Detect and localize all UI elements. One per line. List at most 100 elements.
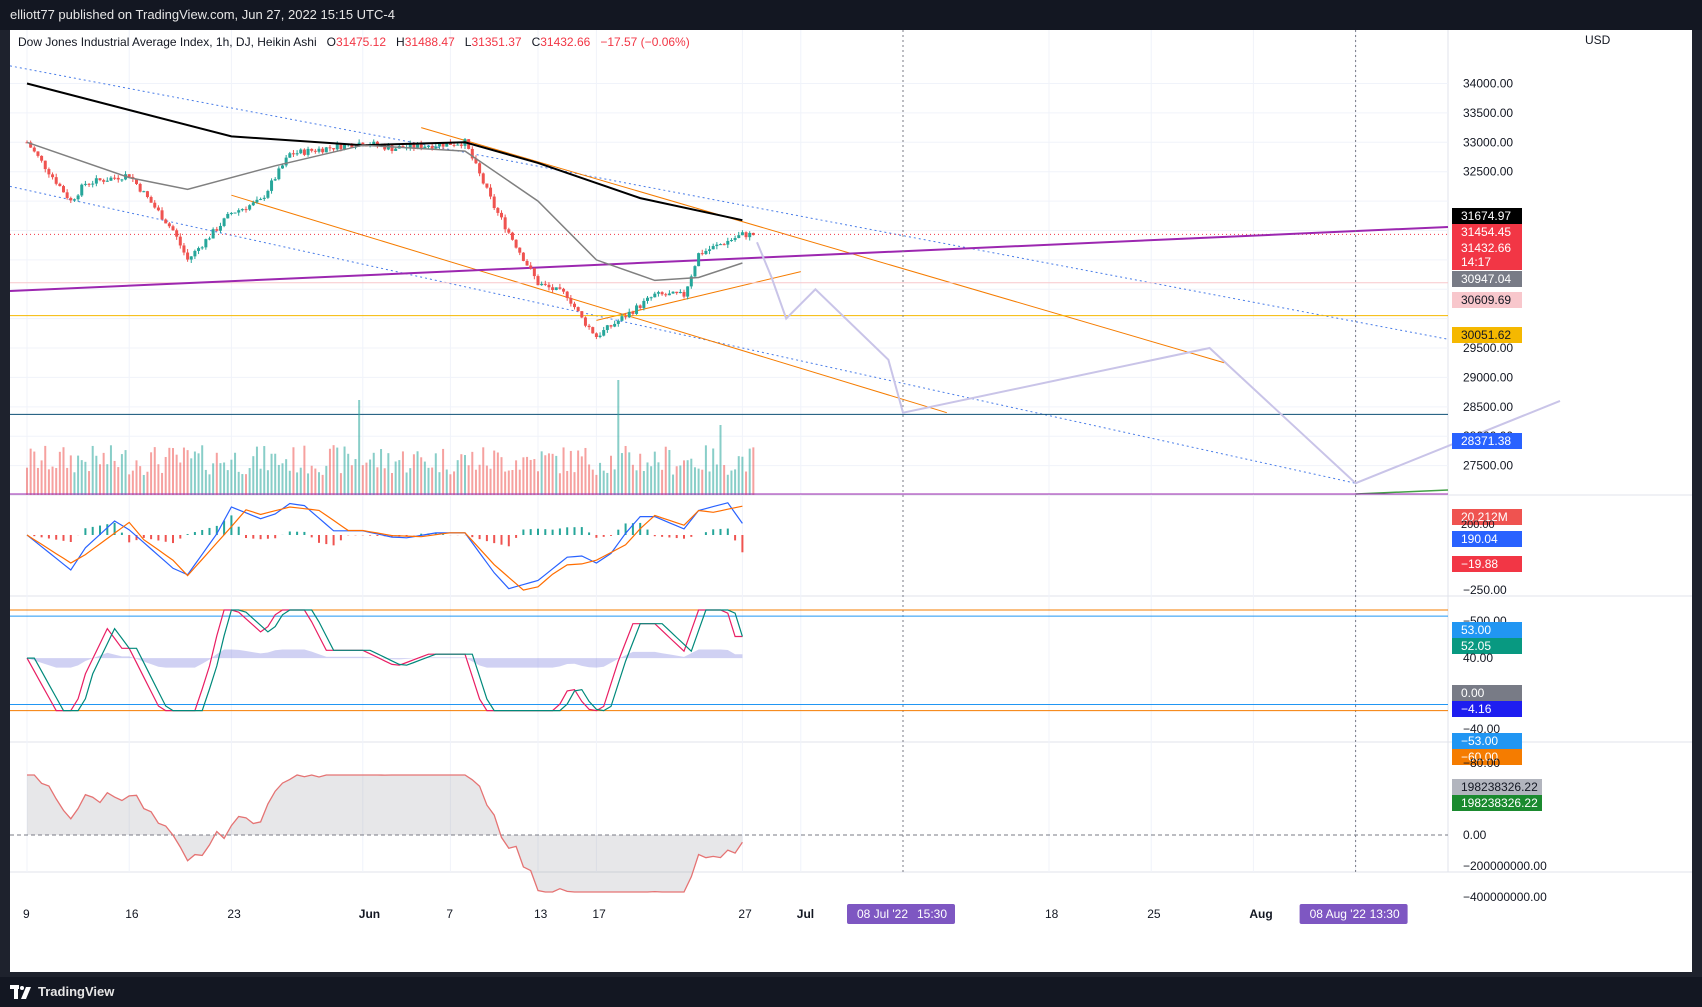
volume-bar	[361, 465, 364, 495]
tradingview-logo-icon	[10, 985, 31, 999]
macd-histogram-bar	[573, 527, 576, 535]
date-marker-label: 08 Jul '22	[857, 907, 908, 921]
time-axis-tick: 7	[446, 907, 453, 921]
price-label-box	[1452, 327, 1522, 343]
stoch-k-line	[26, 609, 743, 712]
macd-histogram-bar	[288, 531, 291, 535]
volume-bar	[661, 469, 664, 495]
volume-bar	[124, 450, 127, 495]
volume-bar	[369, 459, 372, 495]
macd-histogram-bar	[172, 535, 174, 544]
volume-bar	[606, 472, 609, 495]
volume-bar	[679, 465, 682, 495]
volume-bar	[234, 452, 237, 495]
candle-body	[335, 143, 339, 150]
candle-body	[218, 225, 222, 231]
volume-bar	[288, 470, 291, 495]
chart-canvas[interactable]: 34000.00 33500.00 33000.00 32500.00 29500.00…	[10, 30, 1692, 972]
price-axis-tick: 27500.00	[1463, 459, 1513, 473]
volume-bar	[427, 467, 430, 495]
volume-bar	[551, 453, 554, 495]
low-value: 31351.37	[471, 35, 522, 49]
macd-histogram-bar	[631, 523, 634, 535]
volume-bar	[547, 453, 550, 495]
price-axis-tick: 29000.00	[1463, 370, 1513, 384]
candle-body	[580, 311, 584, 318]
candle-body	[664, 294, 668, 296]
candle-body	[94, 178, 98, 184]
macd-histogram-bar	[69, 535, 72, 542]
candle-body	[656, 292, 660, 294]
volume-bar	[365, 462, 368, 495]
volume-bar	[591, 469, 594, 495]
volume-bar	[212, 463, 215, 495]
volume-bar	[190, 458, 193, 495]
volume-bar	[29, 448, 32, 495]
stoch-label-box	[1452, 701, 1522, 717]
macd-histogram-bar	[325, 535, 328, 545]
volume-bar	[566, 470, 569, 495]
volume-bar	[332, 445, 335, 495]
candle-body	[609, 325, 613, 327]
volume-bar	[533, 459, 536, 495]
candle-body	[737, 235, 741, 238]
candle-body	[748, 232, 752, 238]
volume-bar	[489, 468, 492, 495]
volume-bar	[726, 474, 729, 495]
candle-body	[594, 333, 598, 338]
price-axis-tick: 34000.00	[1463, 77, 1513, 91]
tradingview-logo[interactable]: TradingView	[10, 977, 114, 1007]
volume-bar	[664, 446, 667, 495]
candle-body	[91, 183, 95, 185]
candle-body	[587, 325, 591, 328]
volume-bar	[69, 455, 72, 495]
candle-body	[441, 143, 445, 147]
macd-histogram-bar	[661, 535, 664, 537]
candle-body	[689, 276, 693, 287]
candle-body	[273, 179, 277, 181]
macd-histogram-bar	[164, 535, 167, 542]
price-label-text: 31454.45	[1461, 225, 1511, 239]
candle-body	[262, 197, 266, 199]
price-label-text: 31674.97	[1461, 209, 1511, 223]
candle-body	[47, 169, 51, 175]
volume-bar	[613, 469, 616, 495]
volume-extra-label: 200.00	[1461, 519, 1495, 531]
volume-bar	[693, 467, 696, 495]
chart-area[interactable]: 34000.00 33500.00 33000.00 32500.00 29500.00…	[10, 30, 1692, 972]
volume-bar	[80, 460, 83, 495]
volume-bar	[157, 464, 160, 495]
candle-body	[116, 177, 120, 180]
macd-histogram-bar	[62, 535, 65, 541]
volume-bar	[350, 465, 353, 495]
volume-bar	[617, 380, 620, 495]
candle-body	[500, 212, 503, 218]
candle-body	[474, 158, 478, 164]
volume-bar	[182, 447, 185, 495]
candle-body	[87, 183, 91, 185]
candle-body	[208, 238, 211, 240]
volume-bar	[515, 460, 518, 495]
candle-body	[583, 317, 587, 326]
volume-bar	[314, 468, 317, 495]
candle-body	[69, 198, 73, 201]
volume-label-text: 20.212M	[1461, 510, 1508, 524]
volume-bar	[398, 460, 401, 495]
candle-body	[394, 148, 398, 151]
volume-bar	[672, 474, 675, 495]
date-marker-time: 15:30	[917, 907, 947, 921]
candle-body	[383, 145, 387, 150]
time-axis-tick: 16	[125, 907, 139, 921]
candle-body	[295, 153, 299, 155]
price-label-box	[1452, 240, 1522, 256]
stoch-label-text: −60.00	[1461, 750, 1498, 764]
change-value: −17.57 (−0.06%)	[600, 35, 690, 49]
candle-body	[222, 218, 226, 226]
macd-histogram-bar	[369, 535, 372, 536]
volume-bar	[464, 455, 466, 495]
time-axis-tick: Jul	[797, 907, 814, 921]
volume-bar	[347, 453, 350, 495]
candle-body	[700, 253, 704, 255]
volume-bar	[467, 465, 470, 495]
volume-bar	[91, 445, 94, 495]
